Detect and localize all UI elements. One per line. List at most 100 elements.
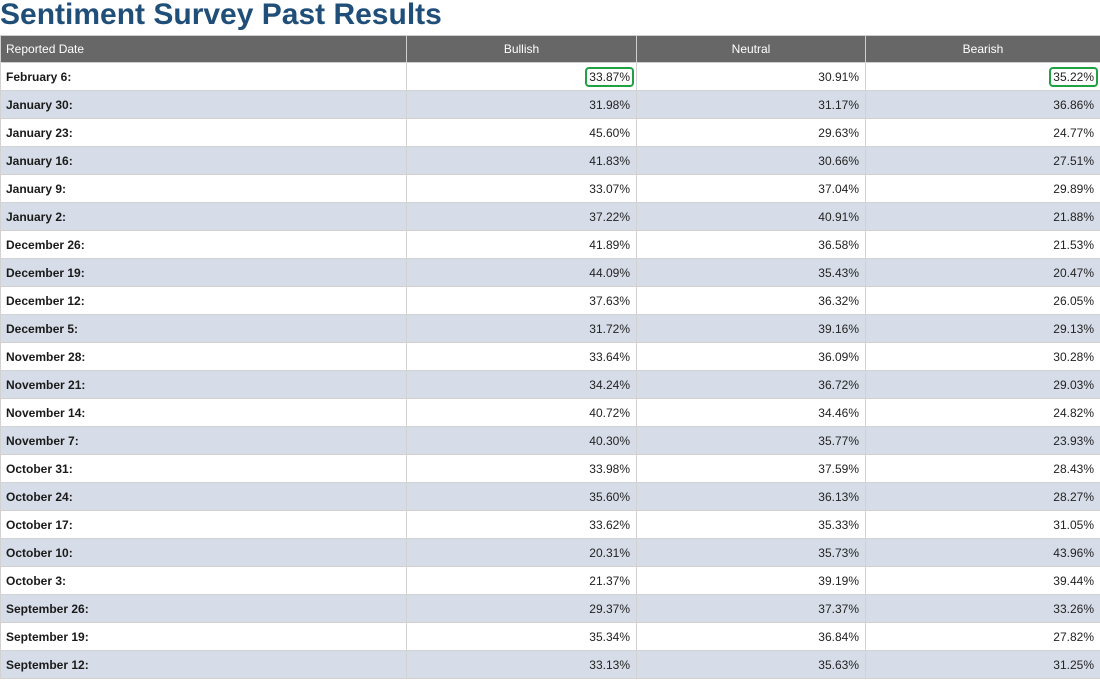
header-row: Reported Date Bullish Neutral Bearish: [0, 35, 1100, 63]
table-row: September 12: 33.13% 35.63% 31.25%: [0, 650, 1100, 679]
neutral-value: 36.58%: [818, 237, 859, 252]
neutral-cell: 35.43%: [636, 258, 866, 287]
neutral-value: 30.91%: [818, 69, 859, 84]
table-row: October 24: 35.60% 36.13% 28.27%: [0, 482, 1100, 511]
bullish-value: 29.37%: [589, 601, 630, 616]
table-row: January 23: 45.60% 29.63% 24.77%: [0, 118, 1100, 147]
bullish-value: 35.34%: [589, 629, 630, 644]
bearish-cell: 21.53%: [865, 230, 1100, 259]
bearish-cell: 31.25%: [865, 650, 1100, 679]
neutral-cell: 37.59%: [636, 454, 866, 483]
neutral-value: 34.46%: [818, 405, 859, 420]
bullish-value: 35.60%: [589, 489, 630, 504]
bearish-value: 39.44%: [1053, 573, 1094, 588]
neutral-value: 35.63%: [818, 657, 859, 672]
bullish-value: 33.62%: [589, 517, 630, 532]
bullish-cell: 35.34%: [406, 622, 637, 651]
bullish-cell: 20.31%: [406, 538, 637, 567]
reported-date-cell: October 3:: [0, 566, 407, 595]
neutral-value: 39.16%: [818, 321, 859, 336]
bullish-value: 31.72%: [589, 321, 630, 336]
bearish-cell: 39.44%: [865, 566, 1100, 595]
reported-date-cell: January 30:: [0, 90, 407, 119]
neutral-value: 39.19%: [818, 573, 859, 588]
bullish-cell: 33.07%: [406, 174, 637, 203]
bullish-value: 33.13%: [589, 657, 630, 672]
bearish-cell: 27.51%: [865, 146, 1100, 175]
bearish-value: 21.53%: [1053, 237, 1094, 252]
bearish-value: 33.26%: [1053, 601, 1094, 616]
neutral-cell: 29.63%: [636, 118, 866, 147]
bullish-value: 34.24%: [589, 377, 630, 392]
bearish-cell: 30.28%: [865, 342, 1100, 371]
reported-date-cell: September 19:: [0, 622, 407, 651]
neutral-cell: 35.77%: [636, 426, 866, 455]
bullish-value: 31.98%: [589, 97, 630, 112]
bearish-value: 30.28%: [1053, 349, 1094, 364]
reported-date-cell: January 16:: [0, 146, 407, 175]
bearish-value: 24.77%: [1053, 125, 1094, 140]
reported-date-cell: November 21:: [0, 370, 407, 399]
table-header: Reported Date Bullish Neutral Bearish: [0, 35, 1100, 63]
reported-date-cell: December 5:: [0, 314, 407, 343]
bullish-cell: 33.87%: [406, 62, 637, 91]
bullish-cell: 40.30%: [406, 426, 637, 455]
bearish-value: 21.88%: [1053, 209, 1094, 224]
bullish-value-highlighted: 33.87%: [585, 66, 634, 87]
neutral-cell: 37.04%: [636, 174, 866, 203]
neutral-cell: 31.17%: [636, 90, 866, 119]
bearish-cell: 24.82%: [865, 398, 1100, 427]
bearish-value: 29.89%: [1053, 181, 1094, 196]
bullish-cell: 31.98%: [406, 90, 637, 119]
bullish-value: 37.22%: [589, 209, 630, 224]
neutral-value: 31.17%: [818, 97, 859, 112]
reported-date-cell: December 19:: [0, 258, 407, 287]
reported-date-cell: September 26:: [0, 594, 407, 623]
bullish-cell: 41.83%: [406, 146, 637, 175]
table-row: November 28: 33.64% 36.09% 30.28%: [0, 342, 1100, 371]
neutral-cell: 35.33%: [636, 510, 866, 539]
neutral-value: 37.37%: [818, 601, 859, 616]
neutral-cell: 39.19%: [636, 566, 866, 595]
bullish-cell: 33.13%: [406, 650, 637, 679]
bullish-value: 37.63%: [589, 293, 630, 308]
table-row: December 5: 31.72% 39.16% 29.13%: [0, 314, 1100, 343]
reported-date-cell: September 12:: [0, 650, 407, 679]
table-row: October 3: 21.37% 39.19% 39.44%: [0, 566, 1100, 595]
table-row: January 2: 37.22% 40.91% 21.88%: [0, 202, 1100, 231]
bullish-cell: 33.64%: [406, 342, 637, 371]
bearish-cell: 26.05%: [865, 286, 1100, 315]
bullish-value: 21.37%: [589, 573, 630, 588]
bearish-value: 28.43%: [1053, 461, 1094, 476]
bearish-value: 36.86%: [1053, 97, 1094, 112]
reported-date-cell: October 24:: [0, 482, 407, 511]
table-row: September 26: 29.37% 37.37% 33.26%: [0, 594, 1100, 623]
bullish-cell: 34.24%: [406, 370, 637, 399]
column-header-reported-date: Reported Date: [0, 35, 407, 63]
neutral-value: 35.77%: [818, 433, 859, 448]
sentiment-results-table: Reported Date Bullish Neutral Bearish Fe…: [0, 35, 1100, 679]
neutral-value: 36.32%: [818, 293, 859, 308]
bearish-cell: 21.88%: [865, 202, 1100, 231]
bearish-cell: 35.22%: [865, 62, 1100, 91]
bearish-cell: 29.89%: [865, 174, 1100, 203]
bearish-cell: 29.03%: [865, 370, 1100, 399]
neutral-value: 36.13%: [818, 489, 859, 504]
bullish-cell: 35.60%: [406, 482, 637, 511]
bullish-value: 41.89%: [589, 237, 630, 252]
reported-date-cell: October 31:: [0, 454, 407, 483]
reported-date-cell: December 12:: [0, 286, 407, 315]
table-row: October 31: 33.98% 37.59% 28.43%: [0, 454, 1100, 483]
bearish-value: 28.27%: [1053, 489, 1094, 504]
neutral-cell: 40.91%: [636, 202, 866, 231]
neutral-cell: 30.91%: [636, 62, 866, 91]
neutral-value: 36.72%: [818, 377, 859, 392]
table-row: December 26: 41.89% 36.58% 21.53%: [0, 230, 1100, 259]
table-row: January 9: 33.07% 37.04% 29.89%: [0, 174, 1100, 203]
table-row: November 7: 40.30% 35.77% 23.93%: [0, 426, 1100, 455]
bullish-cell: 29.37%: [406, 594, 637, 623]
bullish-cell: 33.98%: [406, 454, 637, 483]
neutral-value: 35.43%: [818, 265, 859, 280]
bearish-cell: 23.93%: [865, 426, 1100, 455]
neutral-cell: 36.13%: [636, 482, 866, 511]
